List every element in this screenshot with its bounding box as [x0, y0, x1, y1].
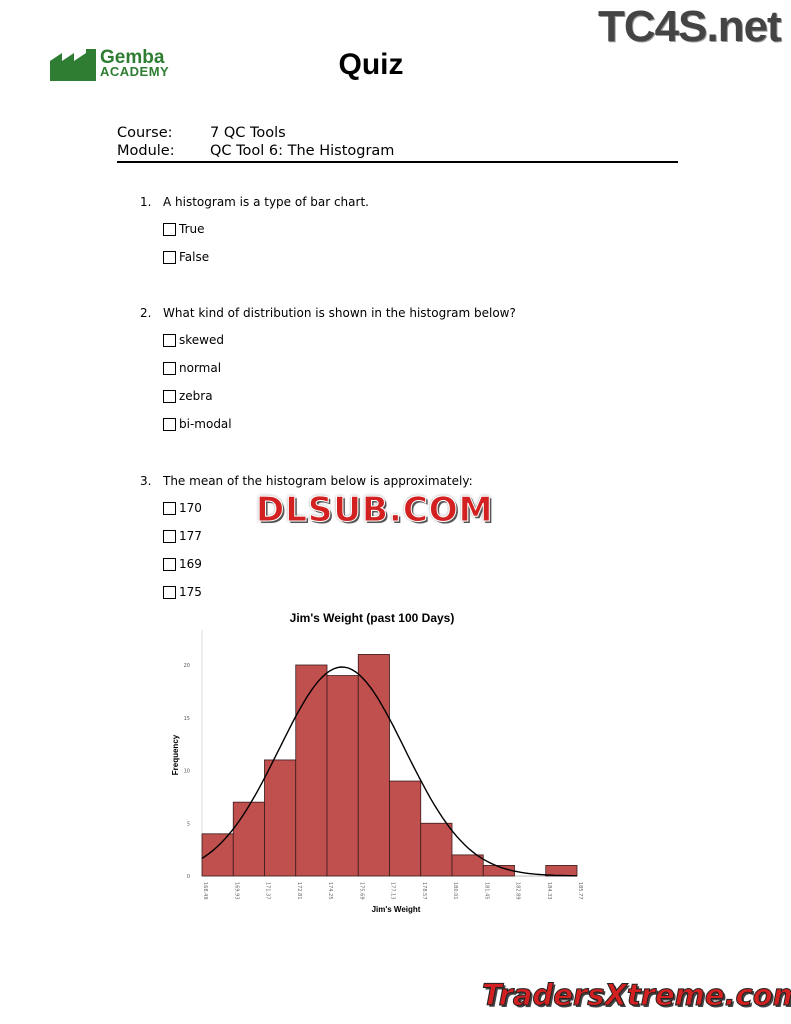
watermark-top: TC4S.net — [598, 2, 782, 51]
option-label: normal — [179, 361, 222, 375]
question-number: 2. — [140, 306, 152, 320]
checkbox[interactable] — [163, 529, 176, 543]
divider — [117, 161, 678, 163]
option-177[interactable]: 177 — [163, 529, 202, 543]
chart-title: Jim's Weight (past 100 Days) — [290, 611, 455, 625]
y-tick-label: 15 — [184, 716, 190, 722]
checkbox[interactable] — [163, 222, 176, 236]
module-value: QC Tool 6: The Histogram — [210, 143, 395, 159]
histogram-bar — [232, 801, 265, 877]
option-skewed[interactable]: skewed — [163, 333, 224, 347]
option-normal[interactable]: normal — [163, 361, 221, 375]
x-tick-label: 175.69 — [358, 882, 364, 900]
option-170[interactable]: 170 — [163, 501, 202, 515]
factory-icon — [50, 49, 96, 81]
question-text: What kind of distribution is shown in th… — [163, 306, 516, 320]
module-label: Module: — [117, 143, 175, 159]
question-number: 3. — [140, 474, 152, 488]
option-zebra[interactable]: zebra — [163, 389, 213, 403]
histogram-bar — [357, 654, 390, 877]
x-tick-label: 181.45 — [483, 882, 489, 900]
checkbox[interactable] — [163, 585, 176, 599]
option-true[interactable]: True — [163, 222, 205, 236]
y-tick-label: 20 — [184, 663, 190, 669]
x-tick-label: 182.89 — [515, 882, 521, 900]
checkbox[interactable] — [163, 250, 176, 264]
question-number: 1. — [140, 195, 152, 209]
x-tick-label: 174.25 — [327, 882, 333, 900]
x-tick-label: 171.37 — [265, 882, 271, 900]
course-value: 7 QC Tools — [210, 125, 286, 141]
option-label: True — [179, 222, 205, 236]
y-tick-label: 0 — [187, 874, 190, 880]
checkbox[interactable] — [163, 333, 176, 347]
x-tick-label: 172.81 — [296, 882, 302, 900]
histogram-bar — [201, 833, 234, 877]
checkbox[interactable] — [163, 361, 176, 375]
checkbox[interactable] — [163, 389, 176, 403]
histogram-bar — [264, 759, 297, 877]
option-bi-modal[interactable]: bi-modal — [163, 417, 232, 431]
module-row: Module: QC Tool 6: The Histogram — [117, 143, 394, 159]
histogram-bar — [389, 780, 422, 877]
option-175[interactable]: 175 — [163, 585, 202, 599]
x-tick-label: 178.57 — [421, 882, 427, 900]
checkbox[interactable] — [163, 417, 176, 431]
histogram-bar — [295, 664, 328, 877]
y-tick-label: 5 — [187, 821, 190, 827]
question-text: A histogram is a type of bar chart. — [163, 195, 369, 209]
option-label: skewed — [179, 333, 224, 347]
option-169[interactable]: 169 — [163, 557, 202, 571]
watermark-middle: DLSUB.COM — [256, 490, 494, 531]
logo-text: Gemba — [100, 47, 165, 68]
histogram-bar — [451, 854, 484, 877]
question-3: 3. The mean of the histogram below is app… — [140, 474, 473, 488]
y-axis-label: Frequency — [171, 734, 180, 775]
histogram-chart: Jim's Weight (past 100 Days) Frequency J… — [171, 611, 583, 914]
x-tick-label: 168.49 — [202, 882, 208, 900]
option-label: 169 — [179, 557, 202, 571]
question-text: The mean of the histogram below is appro… — [163, 474, 473, 488]
page-title: Quiz — [338, 48, 404, 81]
normal-curve — [201, 666, 577, 877]
x-tick-label: 185.77 — [577, 882, 583, 900]
watermark-bottom: TradersXtreme.com — [482, 978, 791, 1013]
x-tick-label: 184.33 — [546, 882, 552, 900]
option-label: False — [179, 250, 210, 264]
x-tick-label: 180.01 — [452, 882, 458, 900]
x-tick-label: 177.13 — [390, 882, 396, 900]
gemba-academy-logo: Gemba ACADEMY — [50, 47, 185, 81]
option-label: 177 — [179, 529, 202, 543]
question-1: 1. A histogram is a type of bar chart. — [140, 195, 369, 209]
x-axis-label: Jim's Weight — [372, 905, 421, 914]
x-tick-label: 169.93 — [233, 882, 239, 900]
question-2: 2. What kind of distribution is shown in … — [140, 306, 516, 320]
option-label: zebra — [179, 389, 213, 403]
logo-subtext: ACADEMY — [100, 64, 170, 79]
option-label: 175 — [179, 585, 202, 599]
y-tick-label: 10 — [184, 769, 190, 775]
option-false[interactable]: False — [163, 250, 209, 264]
course-label: Course: — [117, 125, 173, 141]
course-row: Course: 7 QC Tools — [117, 125, 286, 141]
option-label: 170 — [179, 501, 202, 515]
checkbox[interactable] — [163, 501, 176, 515]
checkbox[interactable] — [163, 557, 176, 571]
option-label: bi-modal — [179, 417, 232, 431]
histogram-bar — [420, 822, 453, 877]
histogram-bar — [326, 675, 359, 877]
